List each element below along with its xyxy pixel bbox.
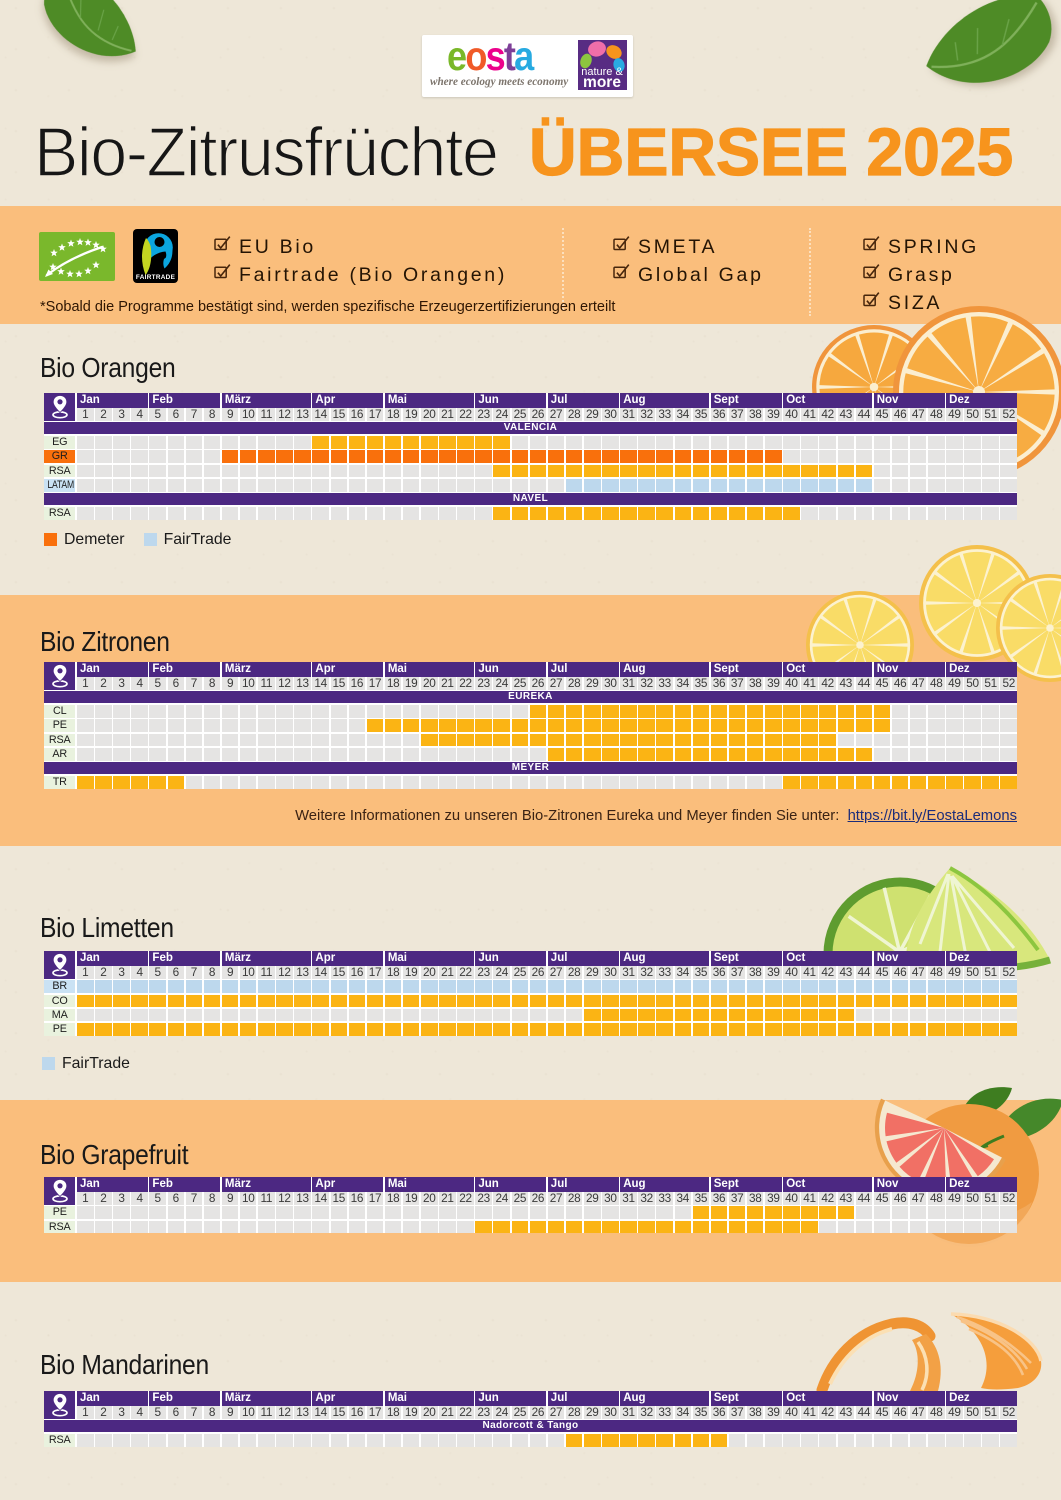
svg-text:more: more (583, 74, 621, 90)
svg-text:nature &: nature & (581, 66, 623, 78)
svg-text:FAIRTRADE: FAIRTRADE (136, 274, 176, 281)
